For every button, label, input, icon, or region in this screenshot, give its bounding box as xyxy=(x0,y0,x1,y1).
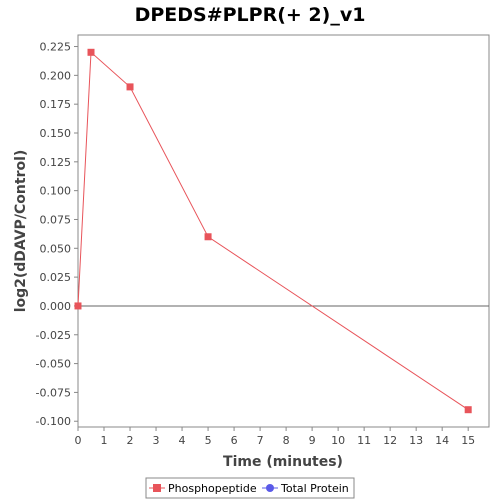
plot-frame xyxy=(77,34,490,428)
y-tick-label: 0.075 xyxy=(40,213,72,226)
legend-total-protein-marker xyxy=(266,484,274,492)
data-point xyxy=(464,406,472,414)
y-tick-label: 0.225 xyxy=(40,41,72,54)
x-tick-label: 10 xyxy=(331,434,345,447)
y-tick-label: 0.100 xyxy=(40,185,72,198)
y-tick-label: -0.050 xyxy=(36,358,71,371)
x-tick-label: 8 xyxy=(283,434,290,447)
legend-total-protein-label: Total Protein xyxy=(280,482,349,495)
x-tick-label: 11 xyxy=(357,434,371,447)
x-tick-label: 2 xyxy=(127,434,134,447)
y-tick-label: 0.200 xyxy=(40,69,72,82)
legend-phosphopeptide-label: Phosphopeptide xyxy=(168,482,257,495)
data-point xyxy=(126,83,134,91)
y-tick-label: 0.150 xyxy=(40,127,72,140)
data-point xyxy=(74,302,82,310)
chart-title: DPEDS#PLPR(+ 2)_v1 xyxy=(135,4,366,26)
y-tick-label: 0.050 xyxy=(40,242,72,255)
x-tick-label: 12 xyxy=(383,434,397,447)
y-axis-label: log2(dDAVP/Control) xyxy=(13,150,29,313)
x-axis-label: Time (minutes) xyxy=(223,454,343,470)
x-tick-label: 4 xyxy=(179,434,186,447)
y-tick-label: 0.000 xyxy=(40,300,72,313)
x-tick-label: 13 xyxy=(409,434,423,447)
y-tick-label: 0.175 xyxy=(40,98,72,111)
y-tick-label: 0.025 xyxy=(40,271,72,284)
y-tick-label: -0.100 xyxy=(36,415,71,428)
data-point xyxy=(87,48,95,56)
x-tick-label: 5 xyxy=(205,434,212,447)
y-tick-label: -0.025 xyxy=(36,329,71,342)
x-tick-label: 7 xyxy=(257,434,264,447)
x-tick-label: 3 xyxy=(153,434,160,447)
x-tick-label: 9 xyxy=(309,434,316,447)
legend: Phosphopeptide Total Protein xyxy=(145,477,355,499)
x-tick-label: 0 xyxy=(75,434,82,447)
x-tick-label: 1 xyxy=(101,434,108,447)
y-tick-label: 0.125 xyxy=(40,156,72,169)
legend-box xyxy=(145,477,355,499)
plot-area: 0.225 0.200 0.175 0.150 0.125 0.100 0.075 0.050… xyxy=(36,34,490,447)
x-tick-label: 15 xyxy=(461,434,475,447)
data-point xyxy=(204,233,212,241)
legend-phosphopeptide-marker xyxy=(153,484,161,492)
x-tick-label: 14 xyxy=(435,434,449,447)
x-tick-label: 6 xyxy=(231,434,238,447)
y-tick-label: -0.075 xyxy=(36,386,71,399)
